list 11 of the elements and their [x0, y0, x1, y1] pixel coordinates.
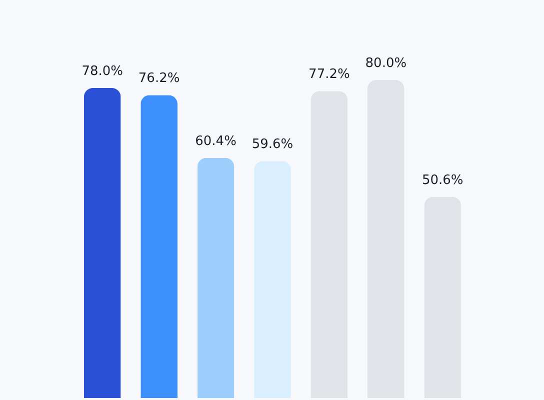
- bar: [197, 158, 234, 398]
- data-label: 59.6%: [252, 137, 294, 152]
- bar: [140, 95, 178, 398]
- data-label: 50.6%: [422, 172, 464, 188]
- bar: [254, 161, 291, 398]
- data-label: 80.0%: [365, 56, 407, 71]
- data-label: 76.2%: [138, 71, 180, 86]
- data-label: 78.0%: [82, 64, 124, 79]
- data-label: 60.4%: [195, 134, 236, 149]
- bar: [84, 88, 121, 398]
- data-label: 77.2%: [308, 67, 350, 82]
